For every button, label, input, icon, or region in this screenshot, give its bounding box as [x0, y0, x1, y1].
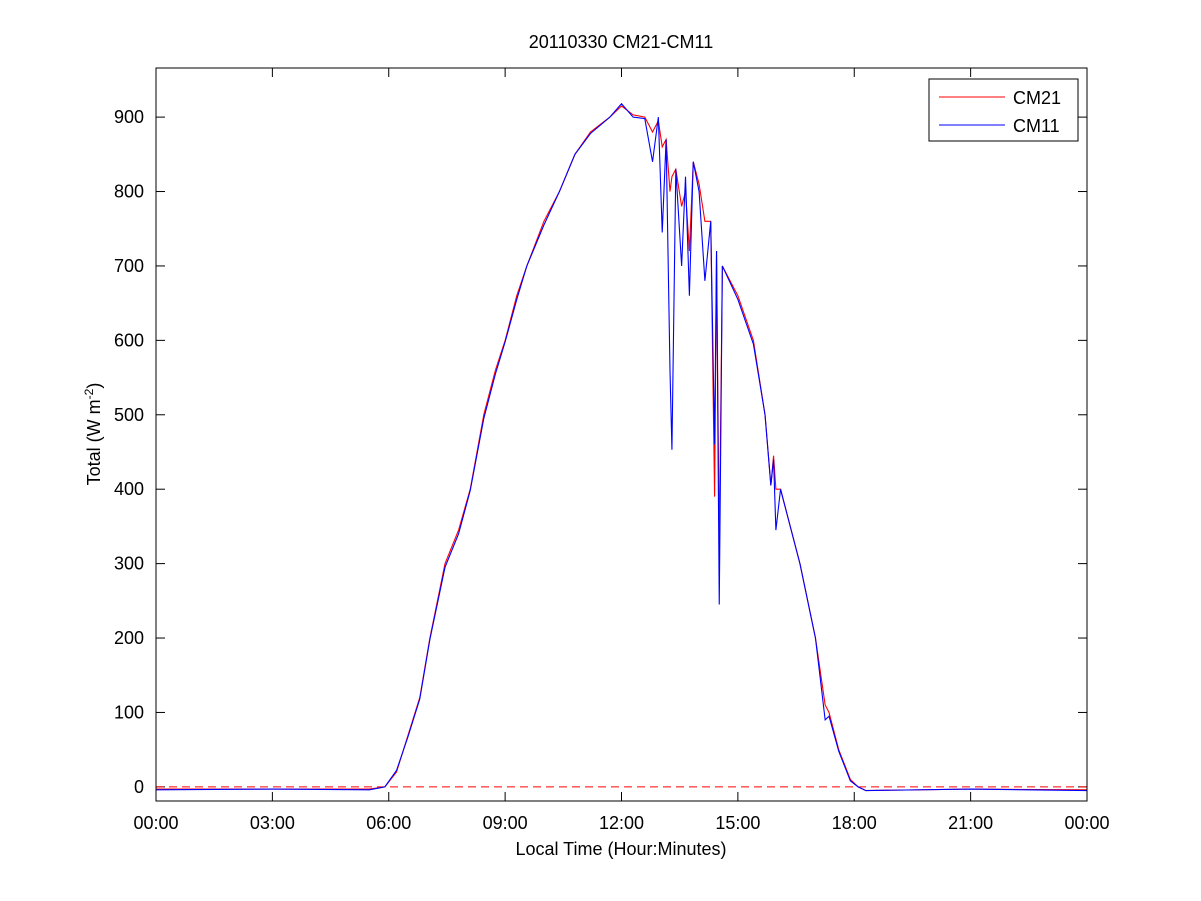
y-tick-label: 900 — [114, 107, 144, 127]
y-tick-label: 200 — [114, 628, 144, 648]
y-tick-label: 0 — [134, 777, 144, 797]
y-axis-label-text: Total (W m — [84, 399, 104, 485]
y-tick-label: 100 — [114, 702, 144, 722]
y-tick-label: 400 — [114, 479, 144, 499]
x-tick-label: 21:00 — [948, 813, 993, 833]
x-tick-label: 06:00 — [366, 813, 411, 833]
x-tick-label: 00:00 — [133, 813, 178, 833]
x-tick-label: 12:00 — [599, 813, 644, 833]
series-line — [156, 105, 1087, 792]
x-tick-label: 00:00 — [1064, 813, 1109, 833]
x-tick-label: 03:00 — [250, 813, 295, 833]
y-axis-label: Total (W m-2) — [82, 383, 104, 486]
y-axis-label-end: ) — [84, 383, 104, 389]
legend-box — [928, 78, 1079, 142]
x-axis-label: Local Time (Hour:Minutes) — [515, 839, 726, 859]
x-tick-label: 15:00 — [715, 813, 760, 833]
y-tick-label: 300 — [114, 554, 144, 574]
y-axis-label-sup: -2 — [82, 388, 96, 399]
legend-label: CM11 — [1013, 116, 1060, 136]
x-tick-label: 09:00 — [483, 813, 528, 833]
series-line — [156, 102, 1087, 792]
y-tick-label: 700 — [114, 256, 144, 276]
chart-title: 20110330 CM21-CM11 — [529, 32, 713, 52]
y-tick-label: 600 — [114, 330, 144, 350]
x-tick-label: 18:00 — [832, 813, 877, 833]
plot-frame — [155, 67, 1088, 802]
legend-label: CM21 — [1013, 88, 1061, 108]
y-tick-label: 500 — [114, 405, 144, 425]
y-tick-label: 800 — [114, 182, 144, 202]
